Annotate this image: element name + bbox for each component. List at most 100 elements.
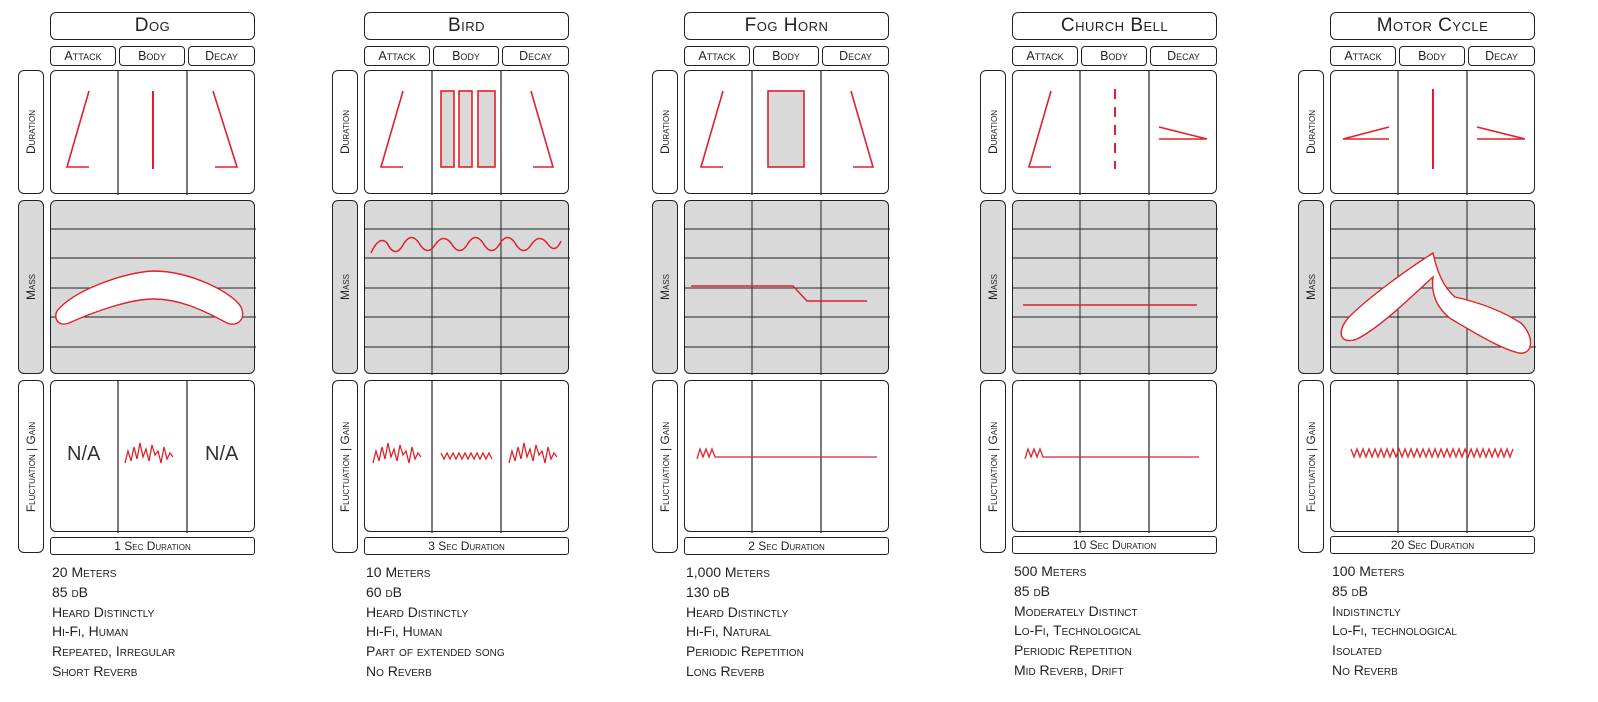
note: 85 dB: [1014, 582, 1051, 599]
panel-title: Motor Cycle: [1330, 12, 1535, 40]
row-label-duration: Duration: [1298, 70, 1324, 194]
panel-title: Bird: [364, 12, 569, 40]
note: Lo-Fi, technological: [1332, 622, 1457, 639]
note: Periodic Repetition: [686, 643, 804, 660]
note: Heard Distinctly: [686, 603, 789, 620]
row-label-fluctuation: Fluctuation | Gain: [980, 380, 1006, 553]
row-label-duration: Duration: [332, 70, 358, 194]
notes: 100 Meters 85 dB Indistinctly Lo-Fi, tec…: [1332, 562, 1457, 681]
fluctuation-box: N/A N/A: [50, 380, 255, 533]
panel-fog-horn: Fog Horn Attack Body Decay Duration Mass…: [634, 0, 894, 702]
col-head-body: Body: [433, 46, 499, 66]
body-shape: [767, 90, 805, 168]
col-head-body: Body: [753, 46, 819, 66]
panel-title: Church Bell: [1012, 12, 1217, 40]
attack-shape: [1342, 126, 1390, 140]
mass-graph: [51, 228, 256, 348]
notes: 20 Meters 85 dB Heard Distinctly Hi-Fi, …: [52, 563, 175, 682]
row-label-mass: Mass: [18, 200, 44, 374]
row-label-text: Duration: [658, 109, 672, 155]
col-head-body: Body: [119, 46, 185, 66]
note: 1,000 Meters: [686, 564, 770, 580]
fluctuation-box: [1012, 380, 1217, 533]
panel-bird: Bird Attack Body Decay Duration Mass Flu…: [314, 0, 574, 702]
fluctuation-graph: [117, 381, 188, 533]
mass-graph: [1013, 201, 1218, 375]
panel-title: Fog Horn: [684, 12, 889, 40]
row-label-mass: Mass: [1298, 200, 1324, 374]
fluct-decay-na: N/A: [205, 443, 239, 465]
mass-graph: [685, 201, 890, 375]
row-label-mass: Mass: [980, 200, 1006, 374]
note: Hi-Fi, Human: [52, 623, 129, 640]
note: Short Reverb: [52, 662, 138, 679]
row-label-text: Fluctuation | Gain: [1304, 421, 1318, 512]
col-head-decay: Decay: [1468, 46, 1535, 66]
mass-shape: [55, 270, 244, 325]
mass-box: [1330, 200, 1536, 375]
note: Hi-Fi, Natural: [686, 623, 772, 640]
col-head-body: Body: [1399, 46, 1465, 66]
note: 85 dB: [1332, 582, 1369, 599]
note: No Reverb: [366, 662, 432, 679]
note: Isolated: [1332, 642, 1382, 659]
mass-graph: [1331, 201, 1536, 375]
note: Repeated, Irregular: [52, 643, 176, 660]
col-head-decay: Decay: [502, 46, 569, 66]
note: Moderately Distinct: [1014, 602, 1138, 619]
row-label-fluctuation: Fluctuation | Gain: [332, 380, 358, 553]
fluct-attack-na: N/A: [67, 443, 101, 465]
row-label-text: Mass: [986, 273, 1000, 301]
fluctuation-graph: [1024, 381, 1199, 533]
fluctuation-line: [696, 446, 877, 460]
fluctuation-box: [364, 380, 569, 533]
col-head-attack: Attack: [1330, 46, 1396, 66]
row-label-duration: Duration: [652, 70, 678, 194]
row-label-text: Mass: [1304, 273, 1318, 301]
notes: 500 Meters 85 dB Moderately Distinct Lo-…: [1014, 562, 1141, 681]
row-label-text: Mass: [24, 273, 38, 301]
decay-shape: [212, 90, 239, 168]
decay-shape: [530, 90, 555, 168]
note: 20 Meters: [52, 564, 117, 580]
row-label-text: Duration: [1304, 109, 1318, 155]
duration-graph: [1027, 71, 1208, 195]
duration-graph: [379, 71, 555, 195]
row-label-fluctuation: Fluctuation | Gain: [18, 380, 44, 553]
duration-footer: 3 Sec Duration: [364, 537, 569, 555]
duration-box: [684, 70, 889, 195]
mass-box: [364, 200, 570, 375]
row-label-mass: Mass: [332, 200, 358, 374]
attack-shape: [1027, 90, 1052, 168]
note: Heard Distinctly: [366, 603, 469, 620]
row-label-text: Fluctuation | Gain: [338, 421, 352, 512]
duration-graph: [1342, 71, 1526, 195]
decay-fluctuation: [508, 442, 558, 464]
decay-shape: [1158, 126, 1208, 140]
attack-shape: [65, 90, 90, 168]
note: 500 Meters: [1014, 563, 1087, 579]
mass-shape: [1340, 251, 1532, 354]
row-label-duration: Duration: [18, 70, 44, 194]
col-head-body: Body: [1081, 46, 1147, 66]
decay-shape: [1476, 126, 1526, 140]
body-fluctuation: [440, 451, 493, 461]
note: 60 dB: [366, 583, 403, 600]
panel-motor-cycle: Motor Cycle Attack Body Decay Duration M…: [1280, 0, 1540, 702]
body-shape: [458, 90, 473, 168]
col-head-attack: Attack: [1012, 46, 1078, 66]
mass-shape: [691, 285, 867, 302]
duration-graph: [65, 71, 239, 195]
panel-title: Dog: [50, 12, 255, 40]
mass-shape: [370, 236, 562, 254]
note: 85 dB: [52, 583, 89, 600]
body-shape: [477, 90, 496, 168]
fluctuation-graph: [1350, 381, 1514, 533]
duration-box: [364, 70, 569, 195]
row-label-text: Duration: [986, 109, 1000, 155]
row-label-mass: Mass: [652, 200, 678, 374]
attack-shape: [699, 90, 724, 168]
fluctuation-box: [1330, 380, 1535, 533]
col-head-decay: Decay: [1150, 46, 1217, 66]
duration-box: [1012, 70, 1217, 195]
